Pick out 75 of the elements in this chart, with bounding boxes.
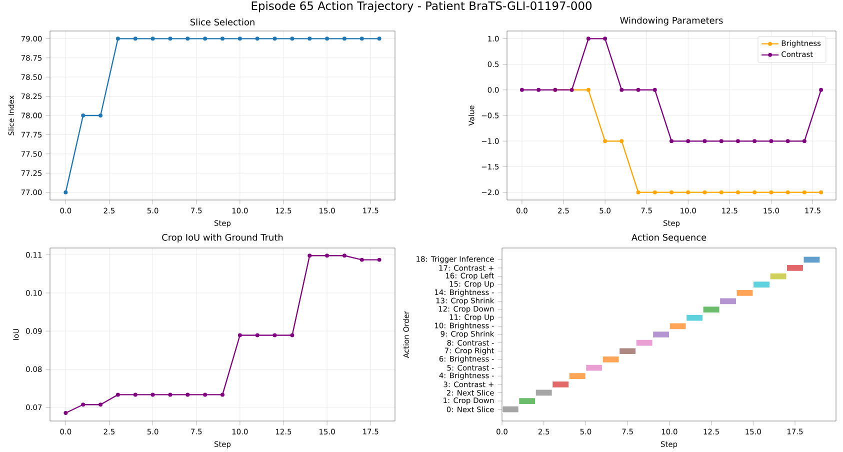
point [186, 392, 190, 397]
point [133, 36, 138, 41]
point [308, 254, 312, 258]
point [255, 36, 260, 41]
point [272, 333, 277, 338]
text: Episode 65 Action Trajectory - Patient BraTS-GLI-01197-000 [252, 1, 592, 12]
point [116, 392, 120, 397]
point [238, 36, 242, 41]
point [670, 190, 674, 194]
point [702, 139, 707, 144]
chart-title: Slice Selection [190, 18, 254, 26]
point [220, 36, 224, 41]
point [377, 258, 382, 262]
point [719, 190, 724, 194]
point [620, 88, 624, 92]
point [603, 36, 608, 41]
chart-title: Action Sequence [631, 234, 706, 242]
point [238, 333, 242, 338]
point [290, 36, 294, 41]
point [536, 88, 541, 92]
point [586, 36, 590, 41]
point [64, 411, 68, 415]
point [98, 402, 103, 407]
point [150, 392, 155, 397]
point [168, 36, 172, 41]
point [736, 190, 740, 194]
point [342, 36, 346, 41]
point [377, 36, 382, 41]
point [652, 88, 657, 92]
point [342, 254, 346, 258]
point [586, 88, 590, 92]
point [360, 36, 364, 41]
point [819, 190, 824, 194]
point [272, 36, 277, 41]
point [752, 190, 757, 194]
point [603, 139, 608, 144]
point [325, 254, 330, 258]
point [325, 36, 330, 41]
point [769, 190, 774, 194]
point [752, 139, 757, 144]
point [719, 139, 724, 144]
point [203, 392, 208, 397]
point [636, 190, 640, 194]
point [786, 190, 790, 194]
point [81, 114, 86, 118]
point [769, 139, 774, 144]
point [670, 139, 674, 144]
point [686, 139, 690, 144]
point [168, 392, 172, 397]
point [686, 190, 690, 194]
point [636, 88, 640, 92]
point [308, 36, 312, 41]
point [255, 333, 260, 338]
point [133, 392, 138, 397]
point [802, 190, 806, 194]
point [802, 139, 806, 144]
point [520, 88, 524, 92]
point [116, 36, 120, 41]
chart-title: Crop IoU with Ground Truth [162, 234, 283, 242]
point [652, 190, 657, 194]
point [620, 139, 624, 144]
point [702, 190, 707, 194]
point [786, 139, 790, 144]
point [360, 258, 364, 262]
point [220, 392, 224, 397]
point [186, 36, 190, 41]
point [81, 402, 86, 407]
point [150, 36, 155, 41]
point [203, 36, 208, 41]
point [290, 333, 294, 338]
point [64, 190, 68, 194]
point [98, 114, 103, 118]
chart-title: Windowing Parameters [620, 16, 723, 26]
point [736, 139, 740, 144]
point [819, 88, 824, 92]
